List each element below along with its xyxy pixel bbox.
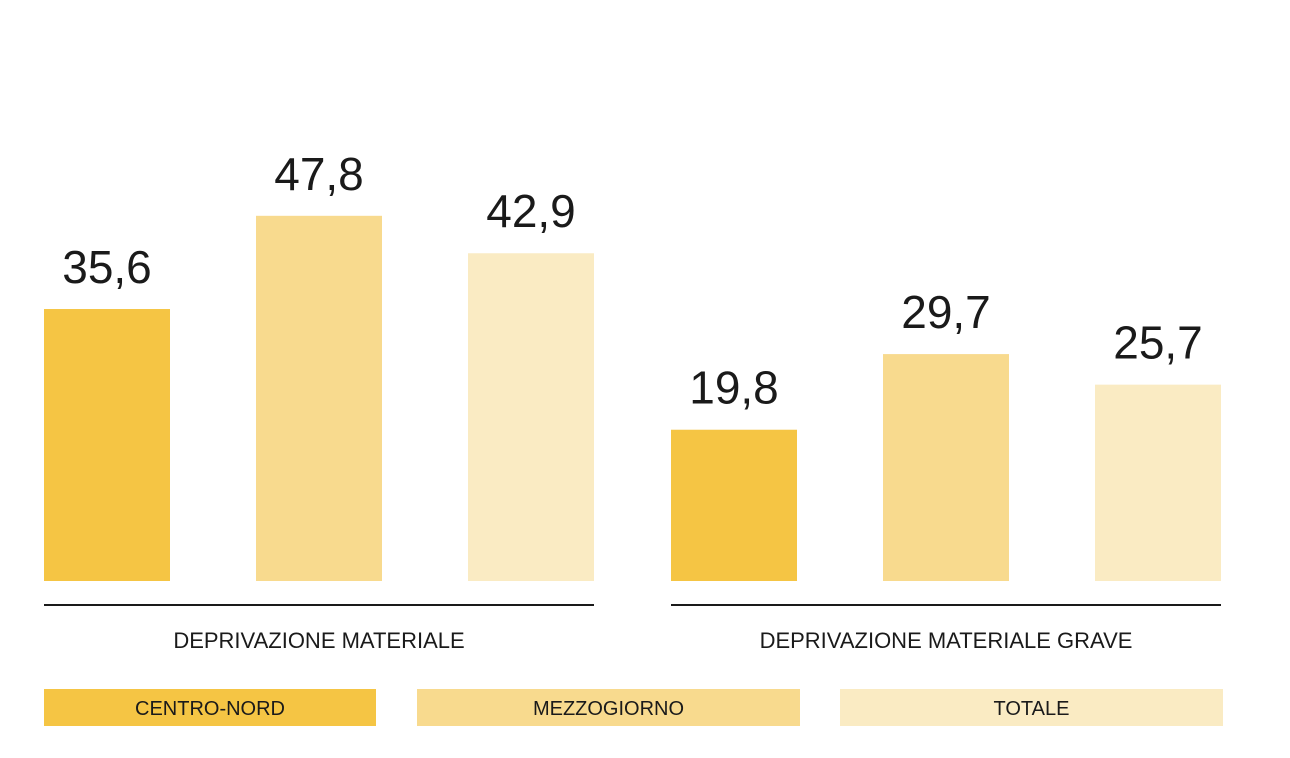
- legend-swatch-centro-nord: [44, 689, 376, 726]
- bar-deprivazione-materiale-totale: [468, 253, 594, 581]
- value-label-deprivazione-materiale-grave-centro-nord: 19,8: [689, 362, 779, 414]
- bar-deprivazione-materiale-centro-nord: [44, 309, 170, 581]
- value-label-deprivazione-materiale-mezzogiorno: 47,8: [274, 148, 364, 200]
- value-label-deprivazione-materiale-totale: 42,9: [486, 185, 576, 237]
- bar-deprivazione-materiale-grave-mezzogiorno: [883, 354, 1009, 581]
- value-label-deprivazione-materiale-centro-nord: 35,6: [62, 241, 152, 293]
- bar-deprivazione-materiale-grave-totale: [1095, 384, 1221, 581]
- category-label-deprivazione-materiale-grave: DEPRIVAZIONE MATERIALE GRAVE: [760, 628, 1133, 653]
- legend-label-mezzogiorno: MEZZOGIORNO: [533, 698, 684, 720]
- value-label-deprivazione-materiale-grave-totale: 25,7: [1113, 317, 1203, 369]
- legend-swatch-mezzogiorno: [417, 689, 800, 726]
- legend-swatch-totale: [840, 689, 1223, 726]
- bar-deprivazione-materiale-mezzogiorno: [256, 215, 382, 582]
- value-label-deprivazione-materiale-grave-mezzogiorno: 29,7: [901, 286, 991, 338]
- legend-label-centro-nord: CENTRO-NORD: [135, 698, 285, 720]
- bar-deprivazione-materiale-grave-centro-nord: [671, 429, 797, 581]
- category-label-deprivazione-materiale: DEPRIVAZIONE MATERIALE: [173, 628, 464, 653]
- legend-label-totale: TOTALE: [994, 698, 1070, 720]
